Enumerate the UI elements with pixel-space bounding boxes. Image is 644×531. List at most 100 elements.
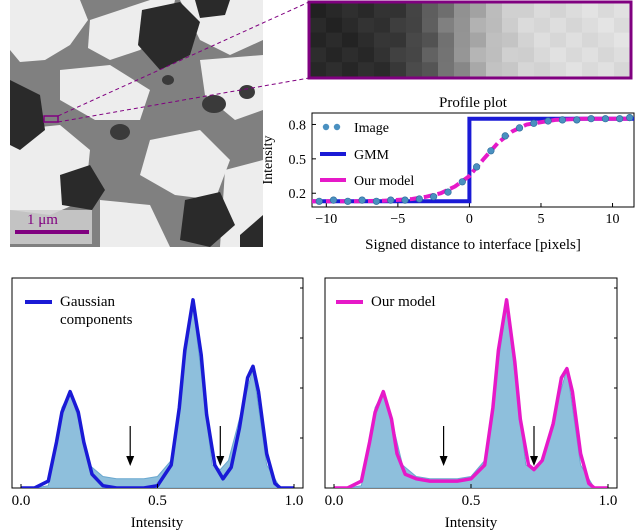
profile-image-point xyxy=(473,163,481,171)
histogram-right-ticks: 0.0 0.5 1.0 xyxy=(325,287,617,509)
legend-model-label: Our model xyxy=(354,174,414,189)
zoom-pixel xyxy=(550,62,567,78)
zoom-pixel xyxy=(550,17,567,34)
profile-series xyxy=(312,113,634,205)
zoom-pixel xyxy=(310,47,327,63)
profile-ytick-label: 0.5 xyxy=(289,153,307,168)
zoom-pixel xyxy=(566,32,583,48)
profile-image-point xyxy=(315,197,323,205)
zoom-pixel xyxy=(342,3,359,19)
zoom-pixel xyxy=(486,17,503,34)
zoom-pixel xyxy=(374,3,391,19)
zoom-pixel xyxy=(502,32,519,48)
zoom-pixel xyxy=(406,47,423,63)
micrograph-dark-grains xyxy=(10,0,263,247)
profile-image-point xyxy=(444,188,452,196)
histogram-left-xtick-label: 0.5 xyxy=(148,493,167,509)
zoom-pixel xyxy=(566,17,583,34)
zoom-pixel xyxy=(310,62,327,78)
profile-image-point xyxy=(344,197,352,205)
zoom-pixel xyxy=(614,62,631,78)
profile-legend: Image GMM Our model xyxy=(320,121,414,189)
profile-image-point xyxy=(573,116,581,124)
zoom-pixel xyxy=(470,47,487,63)
zoom-pixel xyxy=(374,47,391,63)
zoom-pixel xyxy=(534,3,551,19)
zoom-pixel xyxy=(454,3,471,19)
zoom-pixel xyxy=(326,32,343,48)
zoom-pixel xyxy=(406,3,423,19)
zoom-pixel xyxy=(518,3,535,19)
zoom-pixel xyxy=(518,32,535,48)
zoom-pixel xyxy=(342,47,359,63)
legend-gmm-label: GMM xyxy=(354,148,390,163)
zoom-pixel xyxy=(518,62,535,78)
zoom-pixel xyxy=(422,62,439,78)
zoom-pixel xyxy=(326,62,343,78)
profile-xlabel: Signed distance to interface [pixels] xyxy=(365,237,581,253)
histogram-left-xlabel: Intensity xyxy=(131,515,184,531)
zoom-pixel xyxy=(518,47,535,63)
profile-image-point xyxy=(544,117,552,125)
profile-image-point xyxy=(487,147,495,155)
zoom-pixel xyxy=(358,17,375,34)
zoom-pixel xyxy=(422,47,439,63)
zoom-pixel xyxy=(390,62,407,78)
histogram-left-fit-curve xyxy=(21,298,294,488)
histogram-left: 0.0 0.5 1.0 Intensity Gaussian components xyxy=(11,277,304,531)
zoom-pixel xyxy=(374,32,391,48)
zoom-pixel xyxy=(598,32,615,48)
zoom-pixel xyxy=(374,62,391,78)
zoom-pixel xyxy=(326,47,343,63)
scalebar-label: 1 μm xyxy=(27,212,58,228)
zoom-pixel xyxy=(470,17,487,34)
zoom-pixel xyxy=(566,47,583,63)
zoom-pixel xyxy=(582,17,599,34)
zoom-pixel xyxy=(598,62,615,78)
profile-image-point xyxy=(387,196,395,204)
profile-image-point xyxy=(401,196,409,204)
profile-xtick-label: 10 xyxy=(606,212,620,227)
zoom-strip-frame xyxy=(307,0,633,80)
zoom-pixel xyxy=(374,17,391,34)
histogram-right-series xyxy=(334,298,608,488)
zoom-pixel xyxy=(310,32,327,48)
profile-image-point xyxy=(501,132,509,140)
zoom-pixel xyxy=(406,32,423,48)
zoom-pixel xyxy=(614,3,631,19)
zoom-pixel xyxy=(502,62,519,78)
histogram-left-arrow-head xyxy=(126,456,135,466)
zoom-pixel xyxy=(438,3,455,19)
histogram-right-fit-curve xyxy=(334,298,608,488)
zoom-pixel xyxy=(454,32,471,48)
zoom-pixel xyxy=(358,47,375,63)
zoom-pixel xyxy=(454,17,471,34)
zoom-pixel xyxy=(582,62,599,78)
zoom-pixel xyxy=(438,47,455,63)
profile-image-point xyxy=(329,196,338,204)
profile-ytick-label: 0.2 xyxy=(289,187,307,202)
zoom-pixel xyxy=(566,3,583,19)
zoom-pixel xyxy=(326,3,343,19)
zoom-pixel xyxy=(358,32,375,48)
profile-title: Profile plot xyxy=(439,95,508,111)
histogram-left-arrow-head xyxy=(216,456,225,466)
zoom-pixel xyxy=(614,17,631,34)
zoom-pixel xyxy=(486,47,503,63)
zoom-pixel xyxy=(566,62,583,78)
histogram-right-xlabel: Intensity xyxy=(445,515,498,531)
profile-xtick-label: 5 xyxy=(537,212,544,227)
profile-image-point xyxy=(415,195,423,203)
zoom-pixel xyxy=(454,62,471,78)
zoom-pixel xyxy=(438,62,455,78)
zoom-pixel xyxy=(406,62,423,78)
zoom-pixel xyxy=(470,3,487,19)
profile-ticks: −10 −5 0 5 10 0.2 0.5 0.8 xyxy=(289,118,620,227)
zoom-pixel xyxy=(390,3,407,19)
zoom-connector-bottom xyxy=(57,77,310,123)
zoom-pixel xyxy=(342,32,359,48)
profile-image-point xyxy=(587,115,595,123)
profile-image-point xyxy=(372,197,381,205)
profile-image-point xyxy=(358,196,366,204)
zoom-pixel xyxy=(390,17,407,34)
